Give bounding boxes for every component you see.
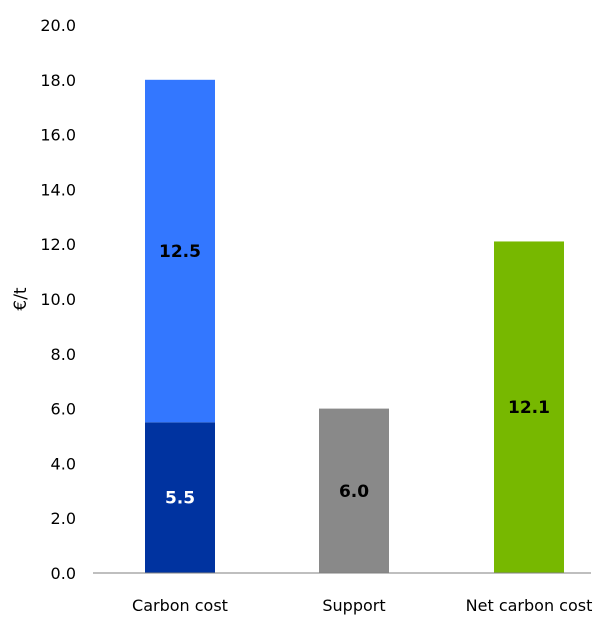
y-tick-label: 6.0 (51, 400, 76, 419)
x-category-label: Support (322, 596, 385, 615)
y-tick-label: 10.0 (40, 290, 76, 309)
y-tick-label: 0.0 (51, 564, 76, 583)
bar-segment (145, 79, 215, 423)
x-category-label: Carbon cost (132, 596, 228, 615)
y-axis-label: €/t (11, 287, 31, 311)
x-category-label: Net carbon cost (466, 596, 593, 615)
bar-segment (319, 408, 389, 573)
bar-value-label: 12.5 (159, 242, 201, 262)
y-axis-ticks: 0.0 2.0 4.0 6.0 8.0 10.0 12.0 14.0 16.0 18.0 20.0 (40, 16, 76, 583)
bars-group (145, 79, 564, 573)
bar-value-label: 12.1 (508, 398, 550, 418)
data-labels-group: 5.5 12.5 6.0 12.1 (159, 242, 550, 509)
bar-segment (494, 241, 564, 573)
x-axis-categories: Carbon cost Support Net carbon cost (132, 596, 592, 615)
y-tick-label: 18.0 (40, 71, 76, 90)
y-tick-label: 16.0 (40, 126, 76, 145)
y-tick-label: 2.0 (51, 509, 76, 528)
y-tick-label: 20.0 (40, 16, 76, 35)
bar-value-label: 5.5 (165, 489, 195, 509)
bar-value-label: 6.0 (339, 482, 369, 502)
y-tick-label: 8.0 (51, 345, 76, 364)
y-tick-label: 4.0 (51, 454, 76, 473)
y-tick-label: 14.0 (40, 180, 76, 199)
y-tick-label: 12.0 (40, 235, 76, 254)
bar-segment (145, 422, 215, 573)
